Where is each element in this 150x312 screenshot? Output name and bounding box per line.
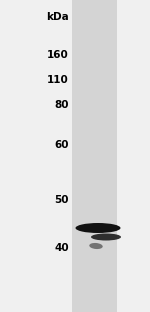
Ellipse shape bbox=[75, 223, 120, 233]
Bar bbox=[72, 0, 117, 312]
Text: 60: 60 bbox=[54, 140, 69, 150]
Text: 160: 160 bbox=[47, 50, 69, 60]
Ellipse shape bbox=[89, 243, 103, 249]
Text: kDa: kDa bbox=[46, 12, 69, 22]
Text: 110: 110 bbox=[47, 75, 69, 85]
Text: 80: 80 bbox=[54, 100, 69, 110]
Text: 40: 40 bbox=[54, 243, 69, 253]
Text: 50: 50 bbox=[54, 195, 69, 205]
Ellipse shape bbox=[91, 233, 121, 241]
